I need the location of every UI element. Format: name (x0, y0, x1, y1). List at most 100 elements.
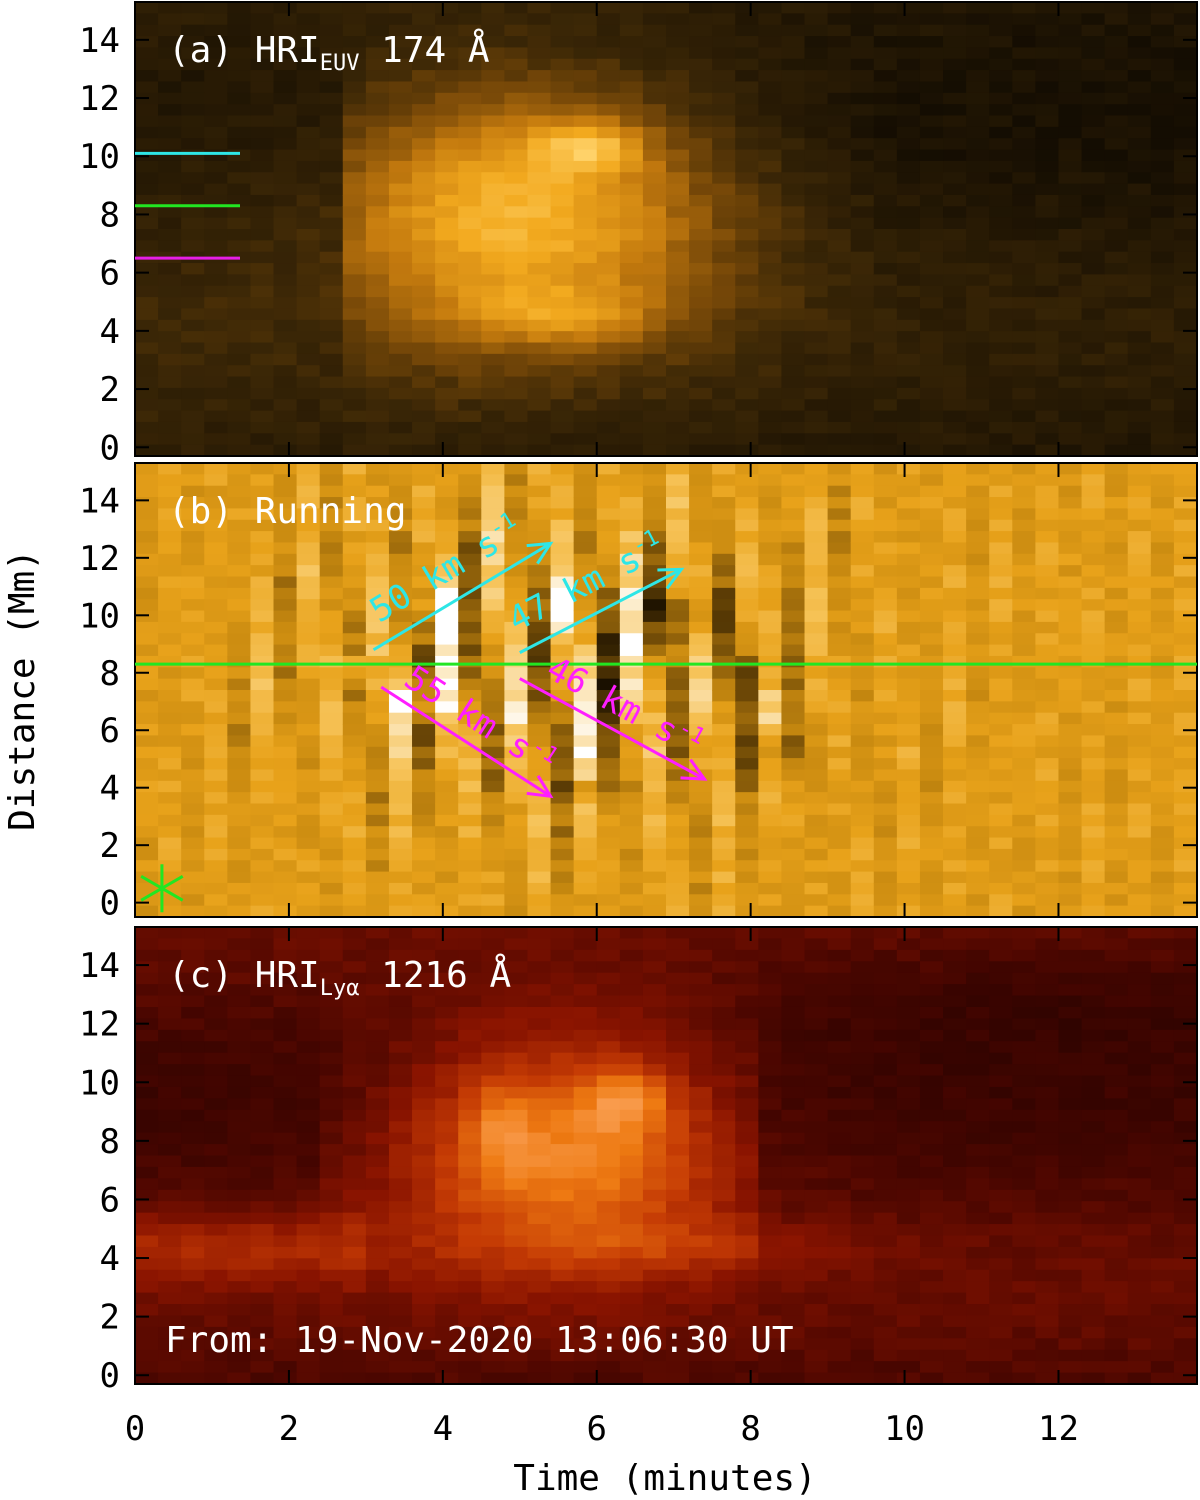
heatmap-cell (989, 2, 1013, 14)
heatmap-cell (1104, 678, 1129, 691)
heatmap-cell (596, 1189, 621, 1202)
heatmap-cell (365, 848, 390, 861)
heatmap-cell (619, 497, 644, 509)
heatmap-cell (296, 712, 321, 725)
heatmap-cell (365, 860, 390, 873)
heatmap-cell (458, 81, 482, 94)
heatmap-cell (550, 497, 575, 509)
heatmap-cell (1127, 463, 1152, 475)
heatmap-cell (781, 894, 806, 907)
heatmap-cell (919, 70, 944, 83)
heatmap-cell (989, 485, 1013, 498)
heatmap-cell (919, 485, 944, 498)
heatmap-cell (365, 1315, 390, 1328)
heatmap-cell (689, 690, 713, 702)
heatmap-cell (412, 837, 436, 850)
heatmap-cell (804, 769, 829, 782)
heatmap-cell (504, 644, 529, 657)
heatmap-cell (689, 644, 713, 657)
heatmap-cell (412, 308, 436, 321)
heatmap-cell (227, 1075, 252, 1088)
heatmap-cell (504, 376, 529, 389)
heatmap-cell (181, 871, 205, 884)
heatmap-cell (666, 342, 690, 355)
heatmap-cell (296, 36, 321, 48)
heatmap-cell (135, 474, 159, 487)
heatmap-cell (1150, 701, 1175, 714)
heatmap-cell (481, 1109, 505, 1122)
heatmap-cell (342, 229, 367, 241)
heatmap-cell (204, 1292, 228, 1305)
heatmap-cell (1058, 160, 1083, 173)
heatmap-cell (873, 13, 898, 26)
heatmap-cell (458, 667, 482, 680)
heatmap-cell (966, 229, 990, 241)
heatmap-cell (204, 735, 228, 748)
heatmap-cell (1012, 36, 1036, 48)
heatmap-cell (1035, 553, 1060, 566)
heatmap-cell (481, 587, 505, 600)
heatmap-cell (689, 13, 713, 26)
heatmap-cell (873, 263, 898, 275)
heatmap-cell (1058, 342, 1083, 355)
heatmap-cell (712, 621, 736, 634)
heatmap-cell (227, 667, 252, 680)
heatmap-cell (1127, 308, 1152, 321)
heatmap-cell (1150, 882, 1175, 895)
heatmap-cell (712, 972, 736, 985)
heatmap-cell (827, 70, 852, 83)
heatmap-cell (504, 961, 529, 974)
heatmap-cell (1127, 769, 1152, 782)
heatmap-cell (527, 565, 552, 578)
heatmap-cell (365, 1075, 390, 1088)
heatmap-cell (781, 1029, 806, 1042)
heatmap-cell (527, 644, 552, 657)
heatmap-cell (388, 508, 413, 521)
heatmap-cell (735, 497, 759, 509)
heatmap-cell (712, 1006, 736, 1020)
heatmap-cell (365, 263, 390, 275)
heatmap-cell (850, 342, 875, 355)
heatmap-cell (412, 70, 436, 83)
heatmap-cell (204, 531, 228, 544)
heatmap-cell (550, 508, 575, 521)
heatmap-cell (804, 837, 829, 850)
heatmap-cell (827, 2, 852, 14)
heatmap-cell (689, 508, 713, 521)
heatmap-cell (388, 444, 413, 457)
heatmap-cell (873, 531, 898, 544)
heatmap-cell (919, 206, 944, 219)
heatmap-cell (181, 1132, 205, 1145)
heatmap-cell (388, 519, 413, 532)
heatmap-cell (666, 1121, 690, 1134)
heatmap-cell (1058, 353, 1083, 366)
heatmap-cell (943, 826, 967, 839)
heatmap-cell (966, 497, 990, 509)
heatmap-cell (1012, 92, 1036, 105)
heatmap-cell (804, 678, 829, 691)
heatmap-cell (435, 183, 459, 196)
heatmap-cell (712, 331, 736, 344)
heatmap-cell (712, 542, 736, 555)
heatmap-cell (873, 599, 898, 612)
heatmap-cell (342, 610, 367, 623)
heatmap-cell (1104, 735, 1129, 748)
heatmap-cell (435, 1052, 459, 1065)
heatmap-cell (596, 1075, 621, 1088)
heatmap-cell (573, 399, 598, 412)
heatmap-cell (435, 701, 459, 714)
heatmap-cell (412, 172, 436, 185)
heatmap-cell (458, 1155, 482, 1168)
heatmap-cell (481, 701, 505, 714)
heatmap-cell (227, 263, 252, 275)
heatmap-cell (781, 24, 806, 37)
heatmap-cell (273, 587, 298, 600)
heatmap-cell (781, 871, 806, 884)
heatmap-cell (158, 1075, 182, 1088)
heatmap-cell (458, 746, 482, 759)
heatmap-cell (204, 421, 228, 434)
heatmap-cell (181, 387, 205, 400)
heatmap-cell (412, 433, 436, 446)
heatmap-cell (458, 995, 482, 1008)
heatmap-cell (781, 927, 806, 940)
